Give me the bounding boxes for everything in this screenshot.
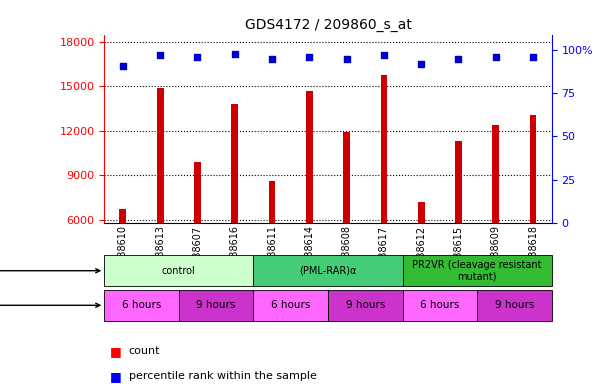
Point (305, 54, 314, 60)
Point (155, 52, 165, 58)
Bar (157, 88, 164, 309)
Bar (418, 202, 425, 309)
Text: 6 hours: 6 hours (271, 300, 310, 310)
Point (192, 54, 202, 60)
Text: 6 hours: 6 hours (420, 300, 460, 310)
Text: 9 hours: 9 hours (495, 300, 534, 310)
Text: PR2VR (cleavage resistant
mutant): PR2VR (cleavage resistant mutant) (413, 260, 542, 281)
Bar (328, 290, 403, 321)
Bar (231, 104, 238, 309)
Text: 9 hours: 9 hours (346, 300, 385, 310)
Text: ■: ■ (110, 370, 122, 383)
Bar (530, 114, 536, 309)
Bar (343, 132, 350, 309)
Bar (120, 209, 126, 309)
Point (230, 50, 240, 56)
Title: GDS4172 / 209860_s_at: GDS4172 / 209860_s_at (245, 18, 411, 32)
Text: time: time (0, 300, 100, 310)
Point (118, 63, 128, 69)
Bar (306, 91, 313, 309)
Bar (403, 290, 477, 321)
Point (454, 56, 463, 62)
Point (341, 56, 351, 62)
Text: percentile rank within the sample: percentile rank within the sample (129, 371, 316, 381)
Text: 9 hours: 9 hours (196, 300, 236, 310)
Bar (455, 141, 462, 309)
Bar (477, 290, 552, 321)
Bar (268, 181, 275, 309)
Text: genotype/variation: genotype/variation (0, 266, 100, 276)
Point (267, 56, 277, 62)
Bar (253, 290, 328, 321)
Bar (253, 255, 403, 286)
Point (416, 61, 426, 67)
Point (379, 52, 389, 58)
Bar (492, 125, 499, 309)
Text: count: count (129, 346, 160, 356)
Bar (194, 162, 201, 309)
Text: ■: ■ (110, 345, 122, 358)
Bar (104, 255, 253, 286)
Text: (PML-RAR)α: (PML-RAR)α (299, 266, 357, 276)
Bar (104, 290, 179, 321)
Text: 6 hours: 6 hours (122, 300, 161, 310)
Point (491, 54, 501, 60)
Bar (381, 74, 387, 309)
Bar (179, 290, 253, 321)
Bar (403, 255, 552, 286)
Point (528, 54, 538, 60)
Text: control: control (162, 266, 196, 276)
